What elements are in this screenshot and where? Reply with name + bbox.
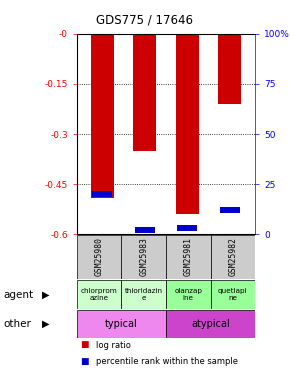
Text: agent: agent (3, 290, 33, 300)
Bar (122, 235, 166, 279)
Text: GSM25980: GSM25980 (95, 237, 104, 276)
Bar (133, 34, 157, 151)
Bar (166, 280, 211, 309)
Text: percentile rank within the sample: percentile rank within the sample (96, 357, 238, 366)
Text: GSM25982: GSM25982 (229, 237, 238, 276)
Text: ▶: ▶ (42, 319, 50, 329)
Bar (77, 235, 122, 279)
Text: GDS775 / 17646: GDS775 / 17646 (97, 13, 193, 26)
Bar (93, 191, 112, 197)
Text: chlorprom
azine: chlorprom azine (81, 288, 117, 301)
Text: GSM25983: GSM25983 (139, 237, 148, 276)
Text: ■: ■ (80, 340, 88, 350)
Bar (177, 225, 197, 231)
Text: quetiapi
ne: quetiapi ne (218, 288, 248, 301)
Bar (211, 235, 255, 279)
Text: ■: ■ (80, 357, 88, 366)
Bar (166, 310, 255, 338)
Text: atypical: atypical (191, 319, 230, 329)
Text: log ratio: log ratio (96, 340, 130, 350)
Bar (175, 34, 199, 214)
Text: GSM25981: GSM25981 (184, 237, 193, 276)
Text: ▶: ▶ (42, 290, 50, 300)
Text: thioridazin
e: thioridazin e (125, 288, 163, 301)
Text: olanzap
ine: olanzap ine (174, 288, 202, 301)
Bar (122, 280, 166, 309)
Bar (220, 207, 240, 213)
Bar (211, 280, 255, 309)
Text: typical: typical (105, 319, 138, 329)
Bar (218, 34, 241, 104)
Bar (166, 235, 211, 279)
Text: other: other (3, 319, 31, 329)
Bar (91, 34, 114, 198)
Bar (77, 280, 122, 309)
Bar (135, 227, 155, 233)
Bar (77, 310, 166, 338)
